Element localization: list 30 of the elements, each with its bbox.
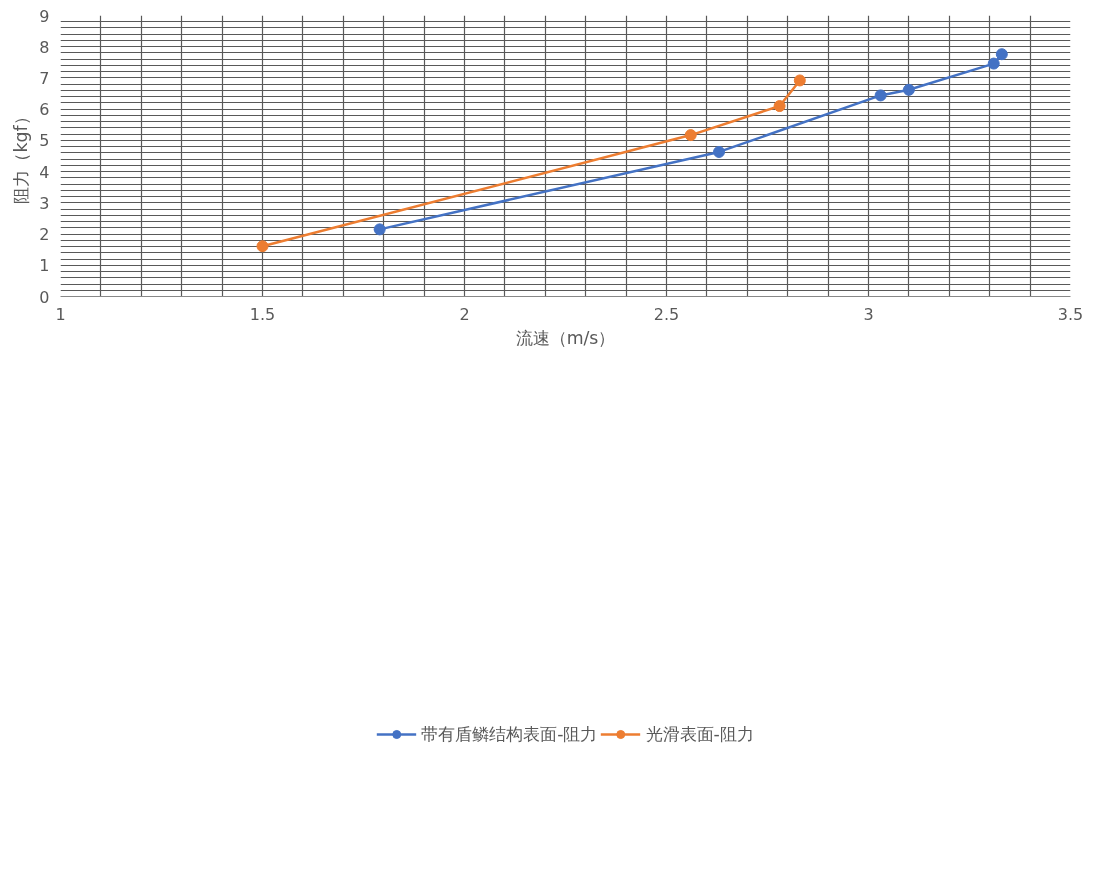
y-tick-label: 7	[39, 68, 50, 88]
y-tick-label: 9	[39, 6, 50, 26]
point	[256, 240, 269, 253]
y-axis-title: 阻力（kgf）	[11, 108, 32, 204]
x-tick-label: 2.5	[653, 304, 680, 324]
point	[793, 74, 806, 87]
y-tick-label: 8	[39, 37, 50, 57]
y-tick-label: 0	[39, 287, 50, 307]
y-tick-label: 2	[39, 225, 50, 245]
point	[987, 57, 1000, 70]
point	[684, 129, 697, 142]
x-tick-label: 1	[55, 304, 66, 324]
y-tick-label: 5	[39, 131, 50, 151]
legend-label: 光滑表面-阻力	[645, 723, 754, 746]
x-axis-title: 流速（m/s）	[515, 327, 616, 348]
x-tick-label: 1.5	[249, 304, 276, 324]
point	[713, 145, 726, 158]
point	[773, 100, 786, 113]
x-tick-label: 3.5	[1057, 304, 1084, 324]
y-tick-label: 6	[39, 100, 50, 120]
y-tick-label: 1	[39, 256, 50, 276]
y-tick-label: 4	[39, 162, 50, 182]
legend-label: 带有盾鳞结构表面-阻力	[421, 723, 598, 746]
x-tick-label: 2	[459, 304, 470, 324]
point	[874, 89, 887, 102]
y-tick-label: 3	[39, 193, 50, 213]
point	[902, 83, 915, 96]
point	[373, 223, 386, 236]
point	[995, 48, 1008, 61]
x-tick-label: 3	[863, 304, 874, 324]
